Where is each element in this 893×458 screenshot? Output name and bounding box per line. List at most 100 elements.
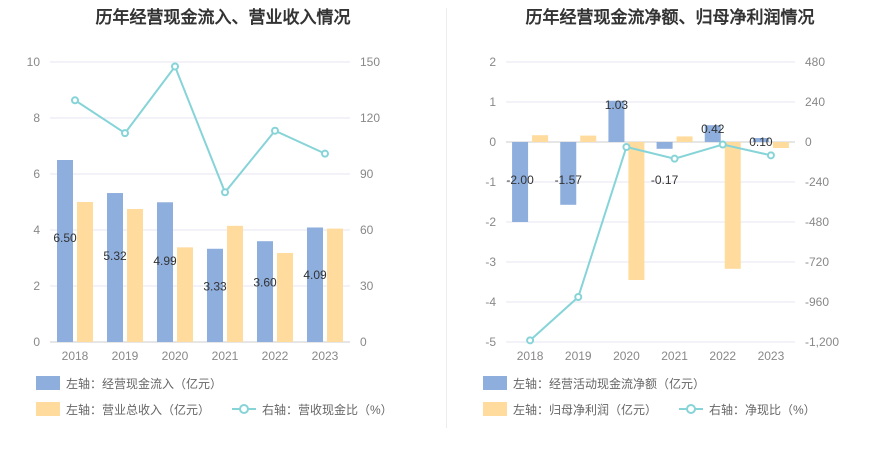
line-point <box>766 151 775 160</box>
y-left-tick-label: 2 <box>489 55 496 69</box>
bar <box>107 193 123 342</box>
x-tick-label: 2019 <box>565 349 592 363</box>
line-point <box>121 129 129 138</box>
x-tick-label: 2021 <box>661 349 688 363</box>
x-tick-label: 2021 <box>212 349 239 363</box>
y-right-tick-label: 150 <box>360 55 380 69</box>
data-label: 5.32 <box>103 249 127 263</box>
y-right-tick-label: 480 <box>805 55 825 69</box>
data-label: 4.99 <box>153 254 177 268</box>
line-point <box>718 140 727 149</box>
legend-label: 左轴：经营现金流入（亿元） <box>66 376 222 391</box>
bar <box>127 209 143 342</box>
data-label: 1.03 <box>605 98 629 112</box>
line-series <box>74 64 326 195</box>
y-right-tick-label: -720 <box>805 255 829 269</box>
y-right-tick-label: -960 <box>805 295 829 309</box>
legend-swatch <box>36 402 60 416</box>
x-tick-label: 2023 <box>312 349 339 363</box>
bar <box>772 142 789 148</box>
x-tick-label: 2022 <box>709 349 736 363</box>
bar <box>57 160 73 342</box>
bar <box>327 228 343 342</box>
line-point <box>321 149 329 158</box>
y-right-tick-label: 0 <box>360 335 367 349</box>
y-left-tick-label: 10 <box>27 55 41 69</box>
y-left-tick-label: -1 <box>485 175 496 189</box>
legend-label: 左轴：归母净利润（亿元） <box>513 402 657 417</box>
y-right-tick-label: 240 <box>805 95 825 109</box>
y-right-tick-label: 0 <box>805 135 812 149</box>
bar <box>704 125 721 142</box>
bar <box>532 135 549 142</box>
y-right-tick-label: -480 <box>805 215 829 229</box>
data-label: 3.33 <box>203 280 227 294</box>
bar <box>676 136 693 142</box>
data-label: -0.17 <box>651 173 679 187</box>
bar <box>257 241 273 342</box>
line-point <box>271 126 279 135</box>
x-tick-label: 2023 <box>758 349 785 363</box>
line-point <box>71 96 79 105</box>
y-right-tick-label: 120 <box>360 111 380 125</box>
y-left-tick-label: 0 <box>489 135 496 149</box>
line-point <box>221 188 229 197</box>
bar <box>307 227 323 342</box>
legend-swatch <box>483 402 507 416</box>
bar <box>157 202 173 342</box>
y-left-tick-label: 6 <box>33 167 40 181</box>
line-point <box>574 293 583 301</box>
chart-panel-right: 历年经营现金流净额、归母净利润情况 -5 -4 -3 -2 -1 0 1 2 -1,200 -96… <box>447 0 893 430</box>
y-right-tick-label: -1,200 <box>805 335 839 349</box>
y-right-tick-label: 90 <box>360 167 374 181</box>
legend-label: 右轴：净现比（%） <box>709 402 816 417</box>
chart-net-cashflow-profit: -5 -4 -3 -2 -1 0 1 2 -1,200 -960 -720 -480 -240 0 240 4… <box>483 55 839 417</box>
bar <box>512 142 529 222</box>
line-point <box>526 336 535 345</box>
legend-label: 左轴：经营活动现金流净额（亿元） <box>513 376 705 391</box>
x-tick-label: 2020 <box>162 349 189 363</box>
y-left-tick-label: -2 <box>485 215 496 229</box>
y-left-tick-label: 2 <box>33 279 40 293</box>
panel-divider <box>446 8 447 428</box>
y-left-tick-label: -5 <box>485 335 496 349</box>
y-left-tick-label: 0 <box>33 335 40 349</box>
bar <box>580 135 597 142</box>
bar <box>608 100 625 142</box>
bar <box>724 142 741 269</box>
y-left-tick-label: 4 <box>33 223 40 237</box>
y-right-tick-label: 30 <box>360 279 374 293</box>
bar <box>628 142 645 280</box>
data-label: 0.10 <box>749 135 773 149</box>
bar <box>560 142 577 205</box>
line-point <box>622 143 631 151</box>
bar <box>207 248 223 342</box>
data-label: -1.57 <box>555 173 583 187</box>
y-left-tick-label: 8 <box>33 111 40 125</box>
bar <box>656 142 673 149</box>
bar <box>752 138 769 142</box>
bar <box>277 252 293 342</box>
x-tick-label: 2020 <box>613 349 640 363</box>
line-point <box>670 154 679 163</box>
chart-panel-left: 历年经营现金流入、营业收入情况 0 2 4 6 8 10 0 30 60 90 120 150 2018… <box>0 0 446 430</box>
y-left-tick-label: -3 <box>485 255 496 269</box>
data-label: 6.50 <box>53 231 77 245</box>
data-label: 0.42 <box>701 122 725 136</box>
bar <box>227 225 243 342</box>
legend-swatch-marker <box>239 404 249 414</box>
legend-label: 左轴：营业总收入（亿元） <box>66 402 210 417</box>
y-right-tick-label: -240 <box>805 175 829 189</box>
data-label: -2.00 <box>506 173 534 187</box>
legend-swatch <box>36 376 60 390</box>
line-point <box>171 62 179 71</box>
x-tick-label: 2022 <box>262 349 289 363</box>
y-right-tick-label: 60 <box>360 223 374 237</box>
x-tick-label: 2019 <box>112 349 139 363</box>
legend-swatch <box>483 376 507 390</box>
y-left-tick-label: 1 <box>489 95 496 109</box>
chart-title: 历年经营现金流入、营业收入情况 <box>95 8 351 27</box>
line-series <box>529 143 772 342</box>
legend-label: 右轴：营收现金比（%） <box>262 402 393 417</box>
data-label: 4.09 <box>303 268 327 282</box>
